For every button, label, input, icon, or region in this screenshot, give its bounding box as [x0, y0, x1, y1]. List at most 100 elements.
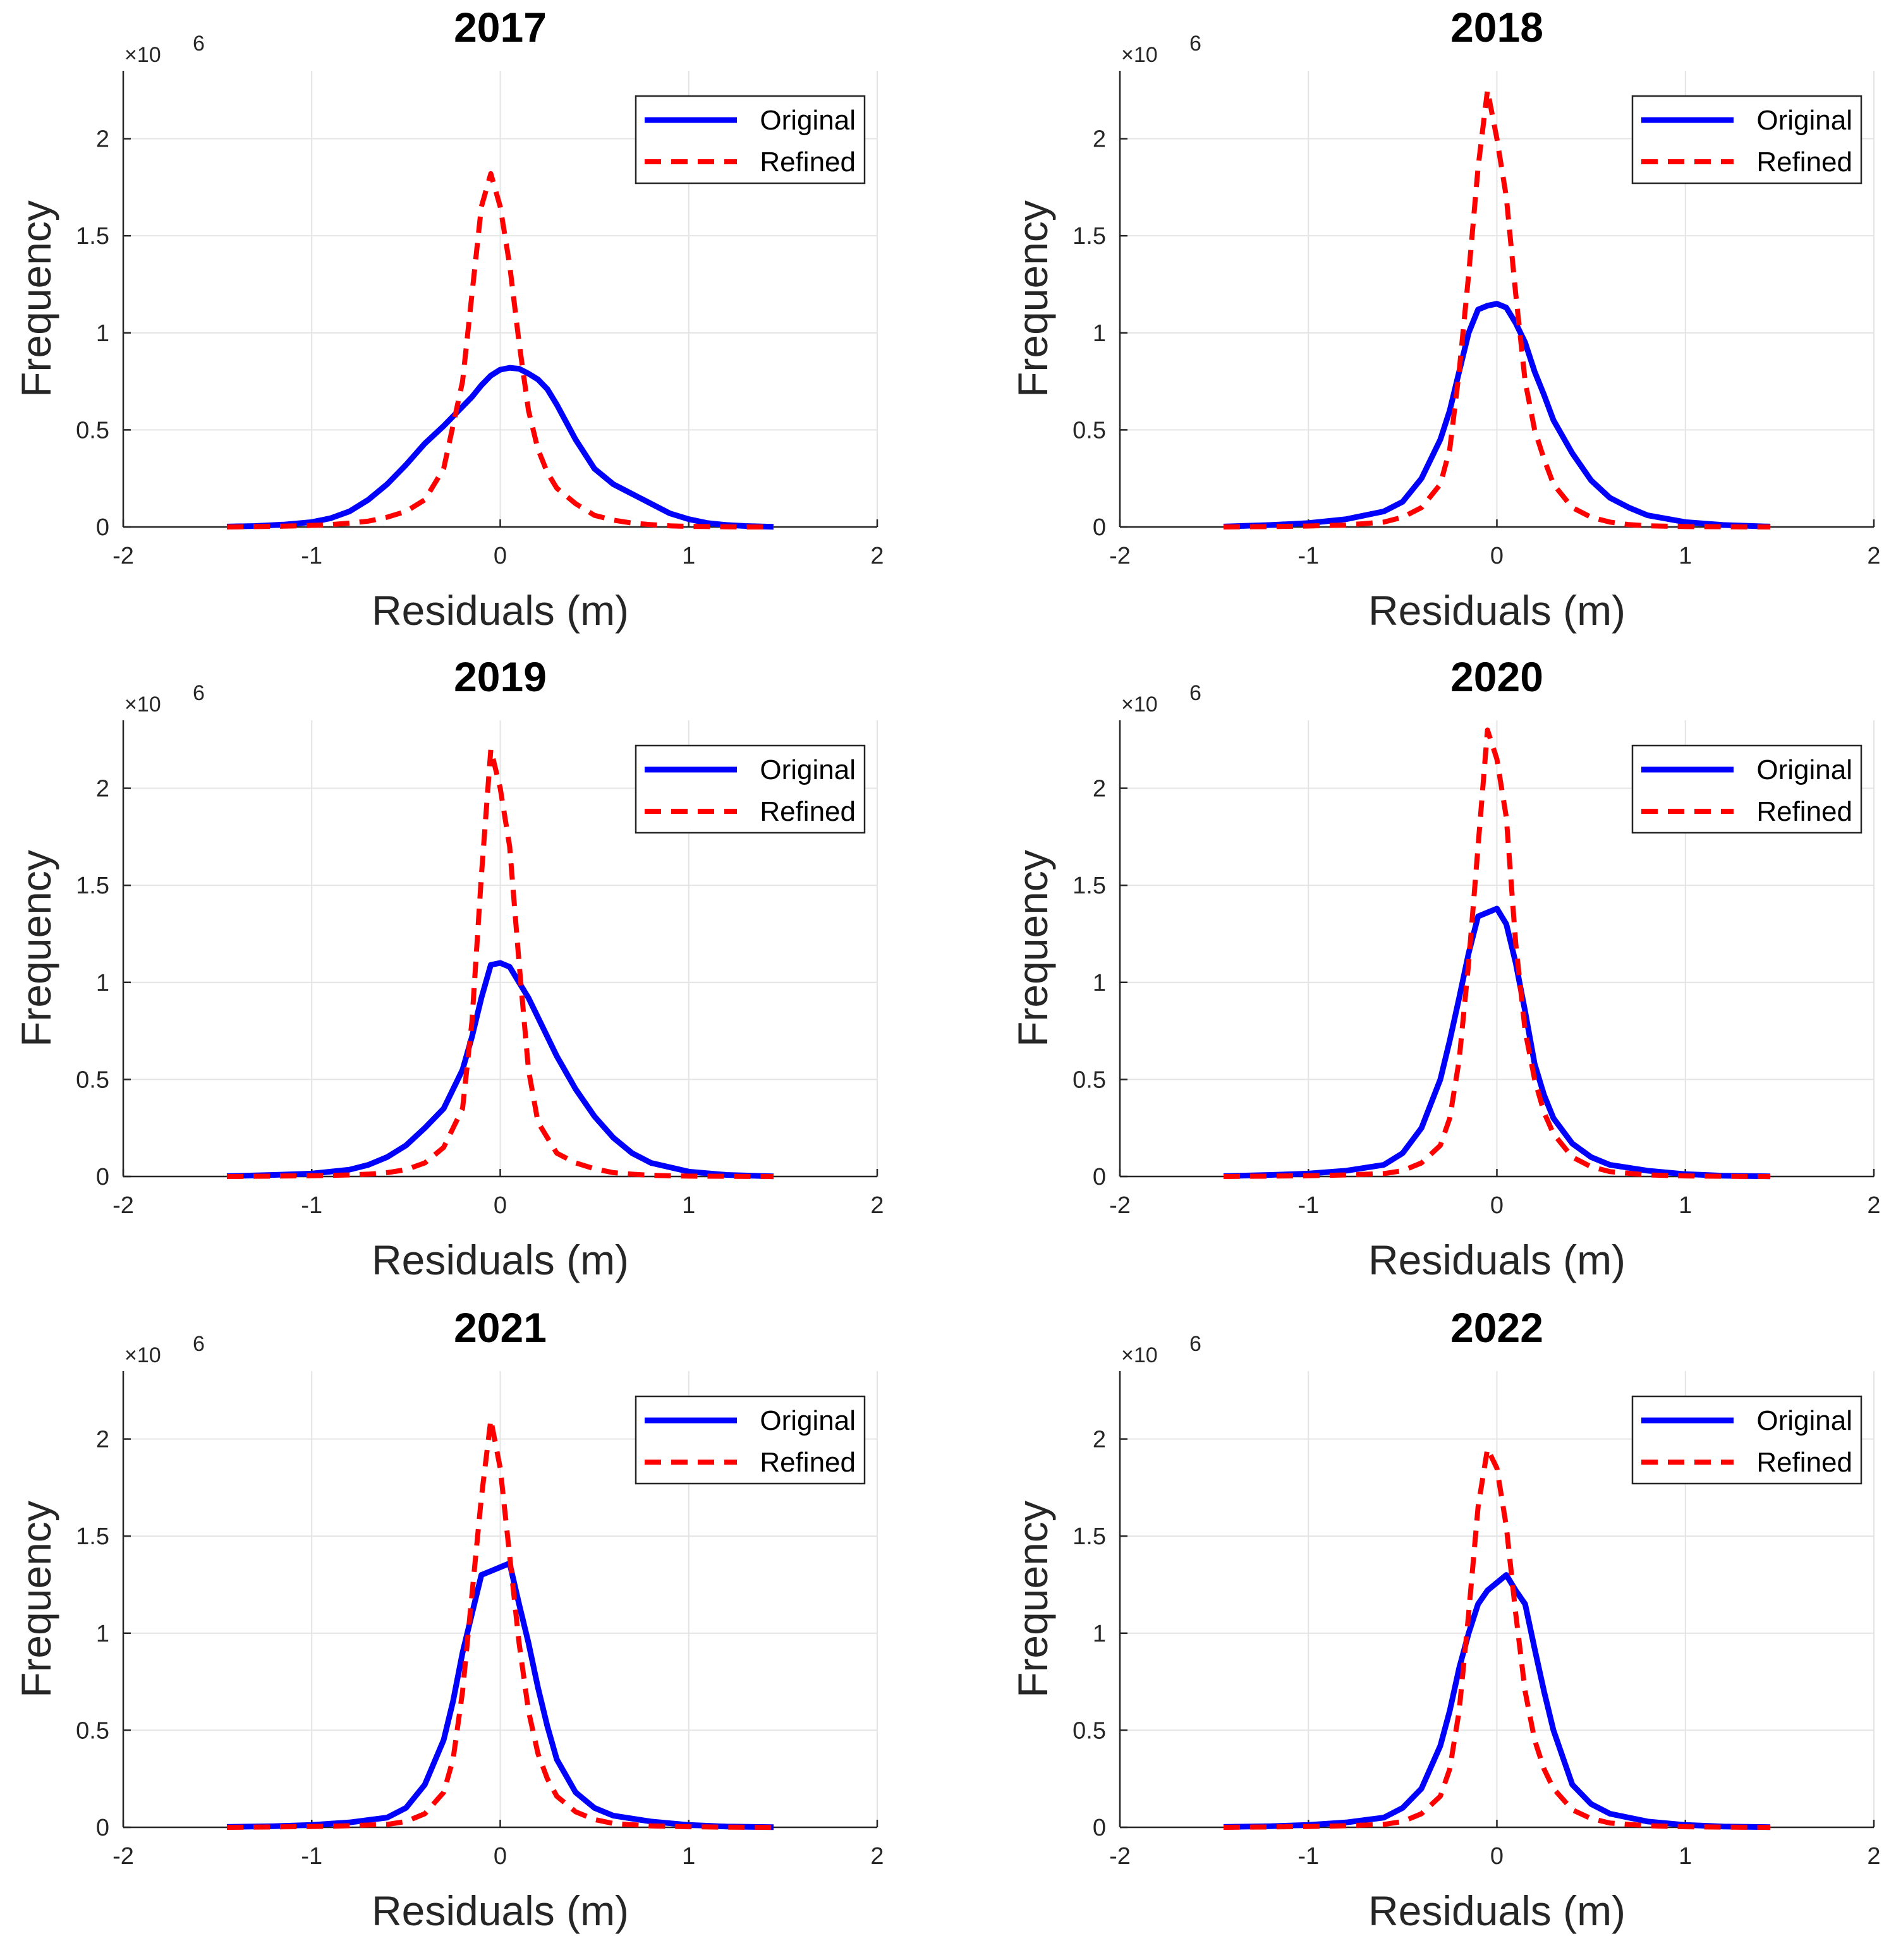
- legend: Original Refined: [635, 1395, 866, 1485]
- chart-title: 2018: [1450, 4, 1543, 51]
- x-tick-label: -1: [1297, 543, 1319, 569]
- legend-label-refined: Refined: [760, 796, 856, 827]
- series-line-original: [1223, 1572, 1771, 1830]
- series-line-original: [226, 960, 774, 1180]
- x-tick-label: 0: [1490, 543, 1504, 569]
- y-tick-label: 1: [1093, 970, 1106, 996]
- chart-panel-2019: -2 -1 0 1 2 0 0.5 1 1.5 2 ×10 6 2019 Residuals (m) Fre…: [13, 653, 884, 1283]
- x-tick-label: 1: [682, 1843, 695, 1870]
- y-tick-label: 1: [96, 1621, 109, 1647]
- legend-label-original: Original: [760, 105, 856, 136]
- y-tick-label: 2: [96, 1427, 109, 1453]
- legend: Original Refined: [635, 95, 866, 185]
- y-tick-label: 0: [1093, 514, 1106, 541]
- x-tick-label: 0: [494, 1192, 507, 1219]
- y-exponent-power: 6: [1189, 1332, 1201, 1356]
- x-tick-label: 1: [1679, 1192, 1692, 1219]
- legend-box: [1631, 1395, 1863, 1485]
- y-axis-label: Frequency: [13, 1501, 59, 1698]
- legend-box: [635, 95, 866, 185]
- x-axis-label: Residuals (m): [372, 1887, 629, 1934]
- legend-label-original: Original: [1756, 1405, 1852, 1436]
- legend-label-original: Original: [760, 754, 856, 785]
- y-tick-label: 0.5: [1073, 1717, 1106, 1744]
- y-exponent-power: 6: [1189, 32, 1201, 56]
- chart-panel-2021: -2 -1 0 1 2 0 0.5 1 1.5 2 ×10 6 2021 Residuals (m) Fre…: [13, 1304, 884, 1934]
- x-tick-label: -1: [1297, 1192, 1319, 1219]
- y-axis-label: Frequency: [1009, 850, 1056, 1047]
- x-axis-label: Residuals (m): [372, 1237, 629, 1283]
- y-exponent-label: ×10: [1121, 43, 1158, 67]
- chart-title: 2017: [454, 4, 547, 51]
- y-tick-label: 1.5: [1073, 223, 1106, 250]
- series-line-refined: [226, 747, 774, 1179]
- y-axis-label: Frequency: [1009, 1501, 1056, 1698]
- y-tick-label: 0: [96, 1815, 109, 1841]
- x-axis-label: Residuals (m): [372, 587, 629, 634]
- x-tick-label: 0: [1490, 1843, 1504, 1870]
- y-axis-label: Frequency: [13, 200, 59, 397]
- legend-label-original: Original: [1756, 754, 1852, 785]
- x-axis-label: Residuals (m): [1368, 1887, 1626, 1934]
- y-tick-label: 0: [1093, 1815, 1106, 1841]
- x-tick-label: -1: [301, 543, 322, 569]
- legend: Original Refined: [1631, 744, 1863, 834]
- legend: Original Refined: [1631, 1395, 1863, 1485]
- x-tick-label: 0: [494, 543, 507, 569]
- y-exponent-power: 6: [193, 1332, 205, 1356]
- legend-label-original: Original: [1756, 105, 1852, 136]
- y-tick-label: 0.5: [76, 1717, 109, 1744]
- y-exponent-label: ×10: [1121, 693, 1158, 717]
- x-tick-label: 2: [870, 1843, 884, 1870]
- series-line-original: [1223, 905, 1771, 1180]
- y-tick-label: 0: [96, 514, 109, 541]
- y-tick-label: 1.5: [1073, 873, 1106, 899]
- x-tick-label: 2: [870, 543, 884, 569]
- y-tick-label: 0.5: [1073, 417, 1106, 444]
- y-axis-label: Frequency: [1009, 200, 1056, 397]
- chart-title: 2021: [454, 1304, 547, 1351]
- x-tick-label: -1: [301, 1843, 322, 1870]
- legend: Original Refined: [1631, 95, 1863, 185]
- series-line-refined: [1223, 87, 1771, 529]
- y-tick-label: 2: [1093, 776, 1106, 802]
- x-tick-label: 2: [870, 1192, 884, 1219]
- y-exponent-power: 6: [193, 32, 205, 56]
- legend-box: [1631, 744, 1863, 834]
- y-exponent-label: ×10: [125, 693, 161, 717]
- y-tick-label: 0.5: [76, 417, 109, 444]
- y-exponent-power: 6: [193, 681, 205, 705]
- legend: Original Refined: [635, 744, 866, 834]
- x-tick-label: 1: [682, 543, 695, 569]
- x-tick-label: 1: [1679, 543, 1692, 569]
- y-tick-label: 2: [1093, 1427, 1106, 1453]
- y-tick-label: 0: [1093, 1164, 1106, 1190]
- y-tick-label: 2: [96, 126, 109, 153]
- y-tick-label: 1.5: [76, 1523, 109, 1550]
- y-tick-label: 1.5: [76, 873, 109, 899]
- legend-label-refined: Refined: [1756, 147, 1852, 178]
- y-tick-label: 2: [1093, 126, 1106, 153]
- x-tick-label: 2: [1867, 1192, 1880, 1219]
- y-tick-label: 1.5: [76, 223, 109, 250]
- y-tick-label: 0: [96, 1164, 109, 1190]
- x-tick-label: 2: [1867, 543, 1880, 569]
- chart-panel-2017: -2 -1 0 1 2 0 0.5 1 1.5 2 ×10 6 2017 Residuals (m) Fre…: [13, 4, 884, 634]
- x-tick-label: -2: [1109, 1843, 1131, 1870]
- chart-panel-2022: -2 -1 0 1 2 0 0.5 1 1.5 2 ×10 6 2022 Residuals (m) Fre…: [1009, 1304, 1881, 1934]
- x-tick-label: 1: [1679, 1843, 1692, 1870]
- legend-label-refined: Refined: [760, 147, 856, 178]
- series-line-original: [1223, 301, 1771, 529]
- series-line-refined: [1223, 1446, 1771, 1830]
- x-tick-label: -2: [1109, 1192, 1131, 1219]
- chart-panel-2020: -2 -1 0 1 2 0 0.5 1 1.5 2 ×10 6 2020 Residuals (m) Fre…: [1009, 653, 1881, 1283]
- x-tick-label: 0: [494, 1843, 507, 1870]
- y-tick-label: 0.5: [1073, 1067, 1106, 1093]
- series-line-original: [226, 365, 774, 530]
- x-tick-label: -1: [1297, 1843, 1319, 1870]
- legend-label-refined: Refined: [1756, 1447, 1852, 1478]
- series-line-original: [226, 1560, 774, 1830]
- chart-title: 2020: [1450, 653, 1543, 700]
- chart-title: 2022: [1450, 1304, 1543, 1351]
